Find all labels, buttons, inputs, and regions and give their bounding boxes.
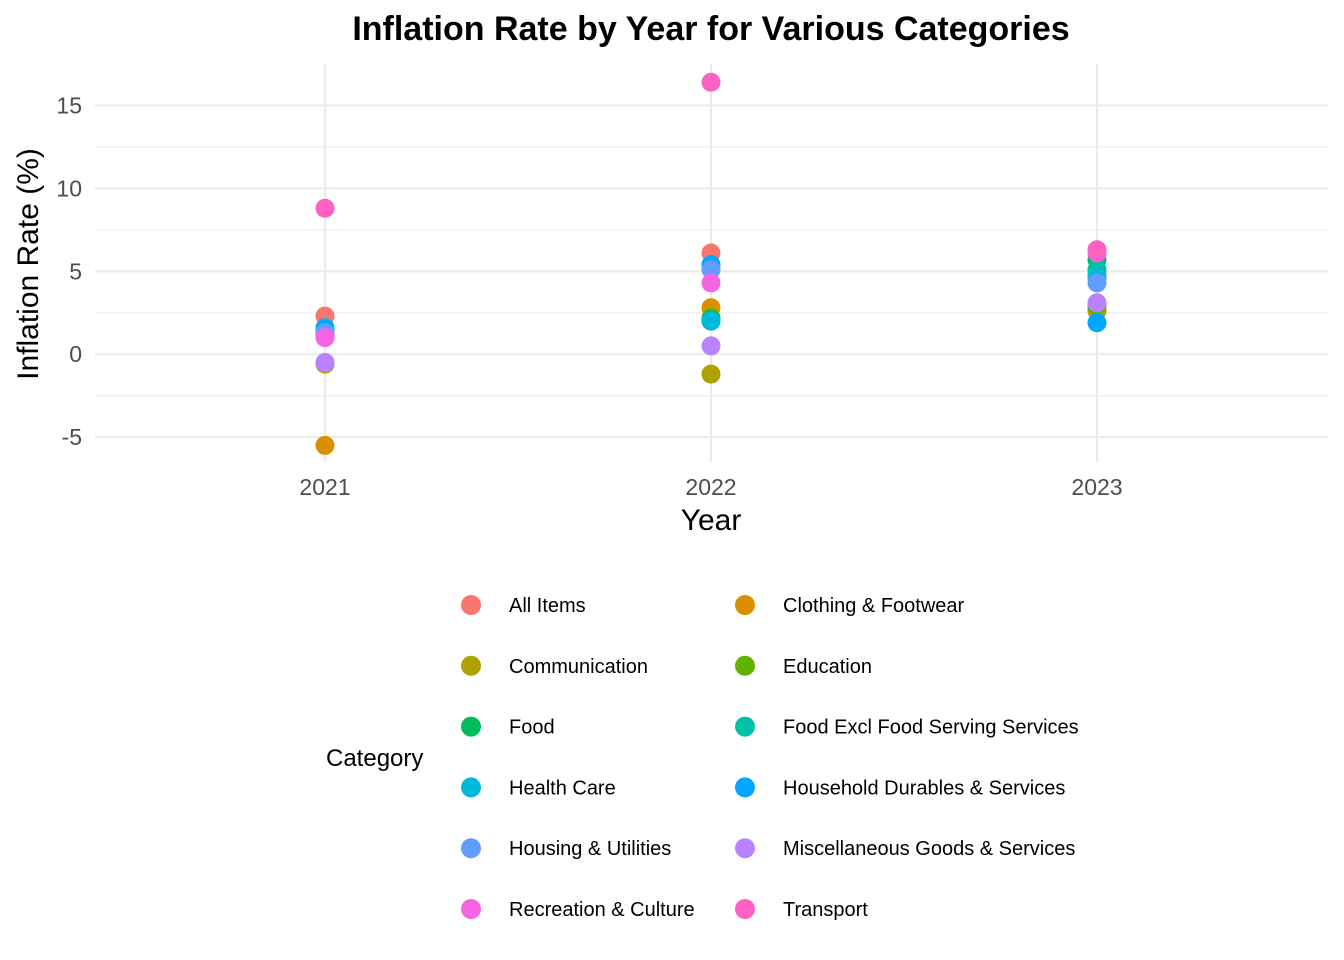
legend-label: Housing & Utilities [509, 838, 671, 860]
data-point [701, 364, 721, 384]
legend-label: Food Excl Food Serving Services [783, 717, 1079, 739]
legend-label: Education [783, 656, 872, 678]
legend-key [461, 655, 481, 676]
x-tick-label: 2022 [685, 474, 736, 500]
data-point [315, 435, 335, 455]
legend-item: Transport [735, 899, 868, 921]
y-tick-label: -5 [62, 424, 82, 450]
data-point [701, 336, 721, 356]
legend-key [461, 838, 481, 859]
legend-title: Category [326, 745, 423, 772]
y-tick-label: 10 [56, 175, 82, 201]
legend-label: Household Durables & Services [783, 777, 1065, 799]
data-point [315, 198, 335, 218]
data-point [701, 260, 721, 280]
legend-label: Miscellaneous Goods & Services [783, 838, 1075, 860]
legend-key [461, 899, 481, 919]
chart-title: Inflation Rate by Year for Various Categ… [352, 10, 1069, 48]
data-point [701, 72, 721, 92]
data-point [315, 353, 335, 372]
legend-item: Household Durables & Services [735, 777, 1065, 799]
data-points [315, 72, 1107, 455]
legend-item: Clothing & Footwear [735, 595, 965, 617]
legend-label: Recreation & Culture [509, 899, 695, 921]
data-point [1087, 293, 1107, 313]
legend-key [735, 899, 755, 919]
y-tick-label: 5 [69, 258, 82, 284]
x-tick-label: 2023 [1071, 474, 1122, 500]
data-point [1087, 273, 1107, 293]
data-point [1087, 313, 1107, 333]
legend-label: Transport [783, 899, 868, 921]
legend-key [735, 595, 755, 615]
legend-item: All Items [461, 595, 586, 617]
y-tick-label: 15 [56, 92, 82, 118]
legend-key [461, 716, 481, 737]
legend: All Items Clothing & Footwear Communicatio… [461, 595, 1079, 921]
x-axis-ticks: 2021 2022 2023 [299, 474, 1122, 500]
legend-item: Housing & Utilities [461, 838, 671, 860]
legend-label: All Items [509, 595, 586, 617]
legend-key [735, 655, 755, 676]
y-axis-title: Inflation Rate (%) [12, 148, 45, 380]
legend-key [461, 595, 481, 615]
x-axis-title: Year [681, 504, 742, 537]
legend-key [735, 716, 755, 737]
data-point [701, 273, 721, 293]
y-tick-label: 0 [69, 341, 82, 367]
legend-label: Food [509, 717, 555, 739]
legend-item: Recreation & Culture [461, 899, 695, 921]
legend-item: Health Care [461, 777, 616, 799]
legend-label: Clothing & Footwear [783, 595, 965, 617]
legend-key [735, 777, 755, 798]
data-point [315, 328, 335, 348]
data-point [1087, 240, 1107, 260]
y-axis-ticks: -5 0 5 10 15 [56, 92, 82, 450]
legend-item: Food [461, 716, 555, 739]
legend-key [461, 777, 481, 798]
legend-label: Health Care [509, 777, 616, 799]
x-tick-label: 2021 [299, 474, 350, 500]
legend-item: Miscellaneous Goods & Services [735, 838, 1075, 860]
legend-item: Communication [461, 655, 648, 678]
legend-key [735, 838, 755, 859]
data-point [701, 311, 721, 331]
legend-item: Food Excl Food Serving Services [735, 716, 1079, 739]
legend-item: Education [735, 655, 872, 678]
legend-label: Communication [509, 656, 648, 678]
